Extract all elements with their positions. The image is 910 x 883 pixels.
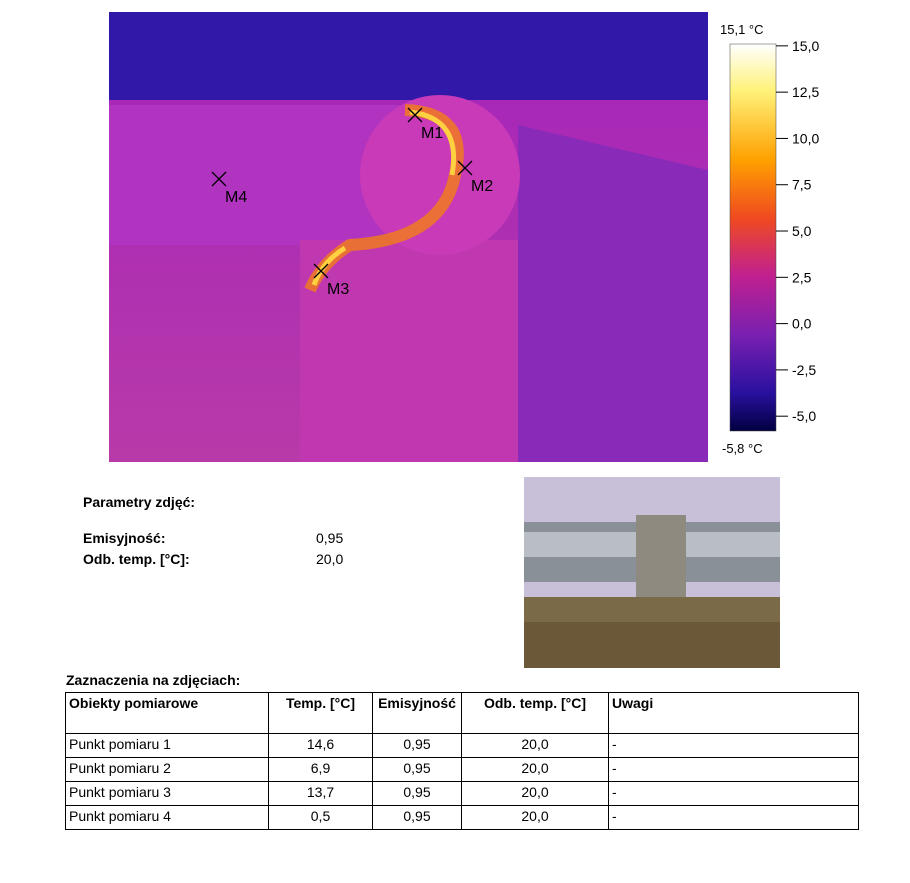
table-cell: 20,0 bbox=[461, 805, 609, 830]
parameter-key: Odb. temp. [°C]: bbox=[83, 551, 190, 567]
marker-cross bbox=[313, 263, 329, 279]
table-cell: 0,5 bbox=[268, 805, 373, 830]
table-cell: 6,9 bbox=[268, 757, 373, 782]
scale-tick-label: 12,5 bbox=[792, 84, 819, 100]
table-row: Punkt pomiaru 2 6,9 0,95 20,0- bbox=[65, 757, 859, 782]
scale-tick-label: 7,5 bbox=[792, 177, 812, 193]
scale-tick-label: 15,0 bbox=[792, 38, 819, 54]
table-cell: 14,6 bbox=[268, 733, 373, 758]
table-cell: 0,95 bbox=[372, 757, 462, 782]
scale-tick-label: -2,5 bbox=[792, 362, 816, 378]
table-cell: Punkt pomiaru 3 bbox=[65, 781, 269, 806]
header-cell: Temp. [°C] bbox=[268, 692, 373, 734]
marker-cross bbox=[407, 107, 423, 123]
parameter-value: 20,0 bbox=[316, 551, 344, 567]
table-row: Punkt pomiaru 1 14,6 0,95 20,0- bbox=[65, 733, 859, 758]
parameter-row: Odb. temp. [°C]: 20,0 bbox=[83, 551, 343, 572]
table-cell: 20,0 bbox=[461, 781, 609, 806]
table-row: Punkt pomiaru 3 13,7 0,95 20,0- bbox=[65, 781, 859, 806]
thermal-panel: M1 M2 M3 M4 15,1 °C -5,8 °C 15,0 12,5 10,0 7,5 5,0… bbox=[109, 12, 819, 462]
marker-label: M3 bbox=[327, 281, 349, 298]
scale-max: 15,1 °C bbox=[720, 22, 764, 37]
scale-tick-label: 0,0 bbox=[792, 316, 812, 332]
marker-cross bbox=[211, 171, 227, 187]
table-title: Zaznaczenia na zdjęciach: bbox=[66, 672, 241, 688]
parameters-title: Parametry zdjęć: bbox=[83, 494, 196, 510]
header-cell: Emisyjność bbox=[372, 692, 462, 734]
table-cell: 20,0 bbox=[461, 757, 609, 782]
table-cell: Punkt pomiaru 1 bbox=[65, 733, 269, 758]
table-cell: 20,0 bbox=[461, 733, 609, 758]
table-cell: Punkt pomiaru 4 bbox=[65, 805, 269, 830]
marker-cross bbox=[457, 160, 473, 176]
parameter-row: Emisyjność: 0,95 bbox=[83, 530, 343, 551]
table-cell: 0,95 bbox=[372, 781, 462, 806]
header-cell: Uwagi bbox=[608, 692, 859, 734]
table-cell: Punkt pomiaru 2 bbox=[65, 757, 269, 782]
photo bbox=[524, 477, 780, 668]
parameter-key: Emisyjność: bbox=[83, 530, 166, 546]
header-row: Obiekty pomiarowe Temp. [°C] Emisyjność Odb… bbox=[65, 692, 859, 734]
table-cell: 0,95 bbox=[372, 733, 462, 758]
marker-label: M2 bbox=[471, 178, 493, 195]
table-cell: 13,7 bbox=[268, 781, 373, 806]
table-cell: 0,95 bbox=[372, 805, 462, 830]
parameter-value: 0,95 bbox=[316, 530, 344, 546]
table-cell: - bbox=[608, 733, 859, 758]
scale-tick-label: 2,5 bbox=[792, 269, 812, 285]
parameters: Parametry zdjęć: Emisyjność: 0,95 Odb. tem… bbox=[83, 494, 343, 572]
scale-tick-label: -5,0 bbox=[792, 408, 816, 424]
scale-tick-label: 10,0 bbox=[792, 130, 819, 146]
marker-label: M1 bbox=[421, 125, 443, 142]
scale-min: -5,8 °C bbox=[722, 441, 763, 456]
table-cell: - bbox=[608, 757, 859, 782]
table-cell: - bbox=[608, 805, 859, 830]
measurement-table: Obiekty pomiarowe Temp. [°C] Emisyjność Odb… bbox=[65, 692, 859, 830]
header-cell: Obiekty pomiarowe bbox=[65, 692, 269, 734]
table-cell: - bbox=[608, 781, 859, 806]
table-row: Punkt pomiaru 4 0,5 0,95 20,0- bbox=[65, 805, 859, 830]
marker-label: M4 bbox=[225, 189, 247, 206]
scale-tick-label: 5,0 bbox=[792, 223, 812, 239]
header-cell: Odb. temp. [°C] bbox=[461, 692, 609, 734]
